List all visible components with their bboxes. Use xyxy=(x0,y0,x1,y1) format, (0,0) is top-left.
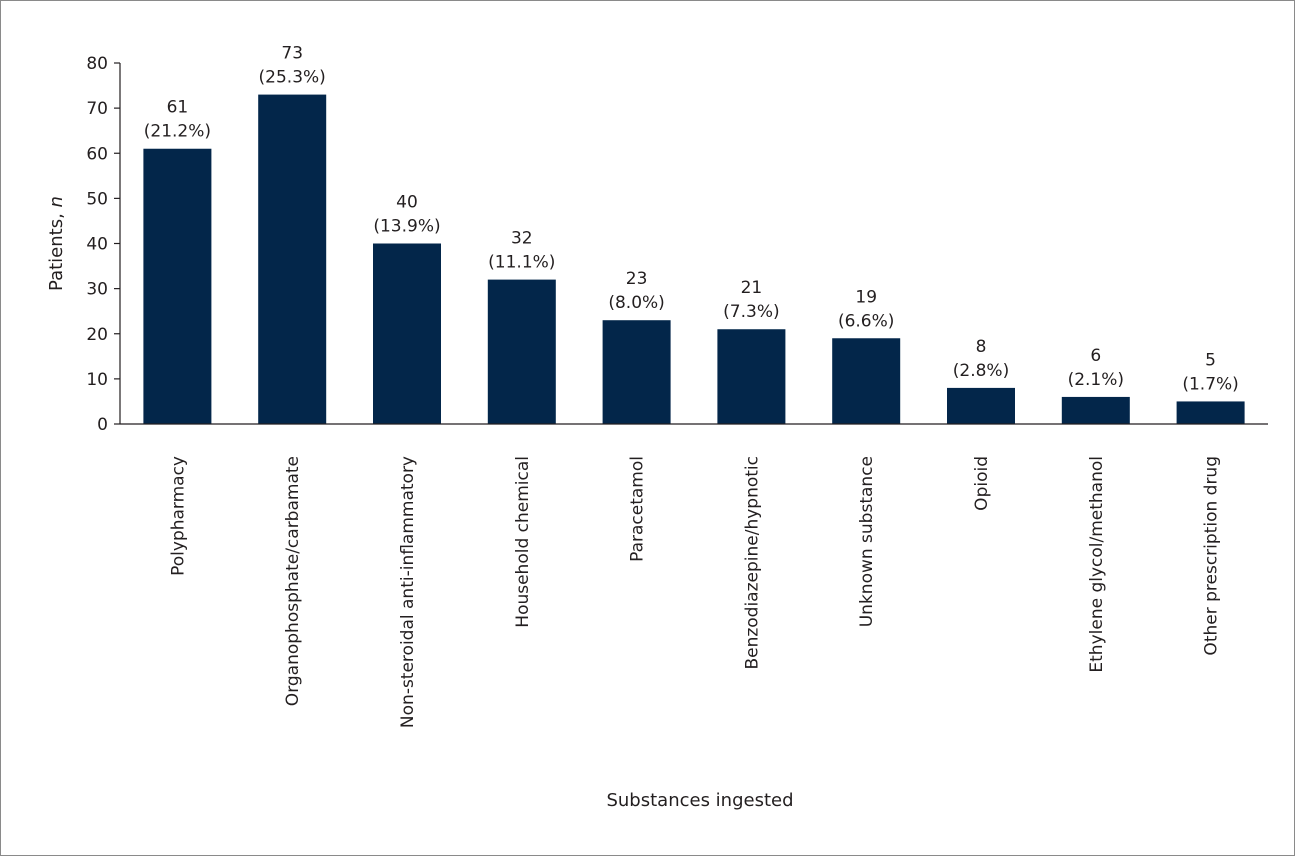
data-label-count: 32 xyxy=(511,229,533,249)
data-label-percent: (1.7%) xyxy=(1182,374,1238,394)
bar xyxy=(373,243,441,424)
category-label: Paracetamol xyxy=(628,456,648,562)
category-label: Polypharmacy xyxy=(168,456,188,576)
bar xyxy=(832,338,901,424)
category-label: Other prescription drug xyxy=(1202,456,1222,656)
data-label-percent: (7.3%) xyxy=(723,302,779,322)
bar xyxy=(258,94,327,425)
category-labels: Polypharmacy Organophosphate/carbamate Non… xyxy=(168,456,1221,728)
y-axis-ticks: 0 10 20 30 40 50 60 70 80 xyxy=(86,54,120,435)
y-tick-label: 30 xyxy=(86,280,108,300)
data-label-count: 21 xyxy=(741,278,763,298)
data-label-count: 6 xyxy=(1090,346,1101,366)
y-tick-label: 10 xyxy=(86,370,108,390)
data-label-percent: (6.6%) xyxy=(838,311,894,331)
category-label: Unknown substance xyxy=(857,456,877,627)
y-tick-label: 80 xyxy=(86,54,108,74)
data-label-percent: (25.3%) xyxy=(259,68,326,88)
data-label-percent: (11.1%) xyxy=(488,253,555,273)
category-label: Non-steroidal anti-inflammatory xyxy=(398,456,418,728)
value-labels: 61 (21.2%) 73 (25.3%) 40 (13.9%) 32 (11.1%) 23 (8… xyxy=(144,44,1239,395)
y-axis-title: Patients, n xyxy=(46,196,67,291)
bar xyxy=(143,148,212,425)
data-label-percent: (13.9%) xyxy=(373,217,440,237)
data-label-count: 61 xyxy=(167,98,189,118)
data-label-percent: (2.8%) xyxy=(953,361,1009,381)
bar xyxy=(1061,396,1130,424)
y-tick-label: 70 xyxy=(86,99,108,119)
y-tick-label: 60 xyxy=(86,144,108,164)
data-label-count: 40 xyxy=(396,193,418,213)
y-tick-label: 40 xyxy=(86,235,108,255)
category-label: Organophosphate/carbamate xyxy=(283,456,303,706)
data-label-count: 19 xyxy=(855,287,877,307)
bar xyxy=(602,320,671,424)
category-label: Opioid xyxy=(972,456,992,511)
data-label-percent: (21.2%) xyxy=(144,122,211,142)
data-label-percent: (8.0%) xyxy=(608,293,664,313)
data-label-percent: (2.1%) xyxy=(1068,370,1124,390)
y-tick-label: 50 xyxy=(86,189,108,209)
bar xyxy=(1176,401,1245,424)
bar xyxy=(487,279,556,424)
x-axis-title: Substances ingested xyxy=(606,790,793,811)
y-tick-label: 0 xyxy=(97,415,108,435)
data-label-count: 73 xyxy=(281,44,303,64)
data-label-count: 23 xyxy=(626,269,648,289)
bar xyxy=(947,387,1015,424)
y-tick-label: 20 xyxy=(86,325,108,345)
data-label-count: 5 xyxy=(1205,350,1216,370)
bar xyxy=(717,329,786,424)
data-label-count: 8 xyxy=(976,337,987,357)
category-label: Household chemical xyxy=(513,456,533,628)
y-axis-title-text: Patients, xyxy=(46,207,67,291)
category-label: Ethylene glycol/methanol xyxy=(1087,456,1107,673)
bars xyxy=(143,94,1245,425)
category-label: Benzodiazepine/hypnotic xyxy=(742,456,762,670)
y-axis-title-italic: n xyxy=(46,196,67,207)
